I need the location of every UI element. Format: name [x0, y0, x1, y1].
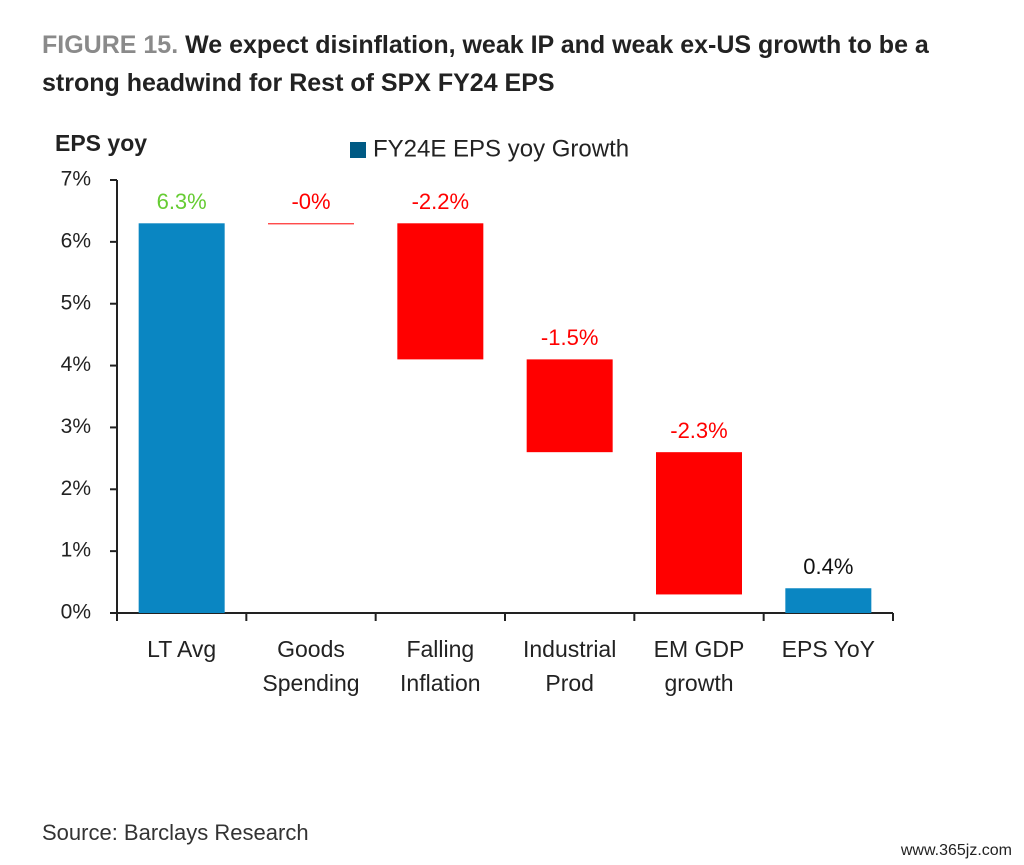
legend-label: FY24E EPS yoy Growth	[373, 135, 629, 162]
y-tick-label: 1%	[61, 539, 91, 562]
bar	[397, 223, 484, 360]
y-axis-label: EPS yoy	[55, 130, 147, 156]
bar	[526, 359, 613, 453]
y-tick-label: 3%	[61, 415, 91, 438]
value-label: -2.2%	[412, 189, 469, 214]
bar	[268, 223, 354, 225]
x-tick-label: EPS YoY	[782, 636, 875, 662]
x-tick-label: Falling	[406, 636, 474, 662]
x-tick-label: Prod	[545, 670, 594, 696]
chart-title-block: FIGURE 15. We expect disinflation, weak …	[42, 26, 982, 102]
value-label: 0.4%	[803, 554, 853, 579]
watermark: www.365jz.com	[900, 842, 1012, 859]
bar	[138, 223, 225, 614]
bar	[656, 452, 742, 595]
y-tick-label: 7%	[61, 168, 91, 191]
value-label: -1.5%	[541, 325, 598, 350]
y-tick-label: 5%	[61, 291, 91, 314]
x-tick-label: Goods	[277, 636, 345, 662]
y-tick-label: 2%	[61, 477, 91, 500]
chart-title: We expect disinflation, weak IP and weak…	[42, 31, 929, 97]
x-tick-label: LT Avg	[147, 636, 216, 662]
x-tick-label: Spending	[262, 670, 359, 696]
y-tick-label: 4%	[61, 353, 91, 376]
x-tick-label: growth	[664, 670, 733, 696]
figure-label: FIGURE 15.	[42, 31, 179, 59]
bar	[785, 588, 872, 613]
y-tick-label: 6%	[61, 229, 91, 252]
legend-swatch	[350, 142, 366, 158]
value-label: -0%	[291, 189, 330, 214]
x-tick-label: Inflation	[400, 670, 481, 696]
y-tick-label: 0%	[61, 601, 91, 624]
x-tick-label: Industrial	[523, 636, 616, 662]
x-tick-label: EM GDP	[654, 636, 745, 662]
value-label: -2.3%	[670, 418, 727, 443]
source: Source: Barclays Research	[42, 820, 309, 845]
value-label: 6.3%	[157, 189, 207, 214]
